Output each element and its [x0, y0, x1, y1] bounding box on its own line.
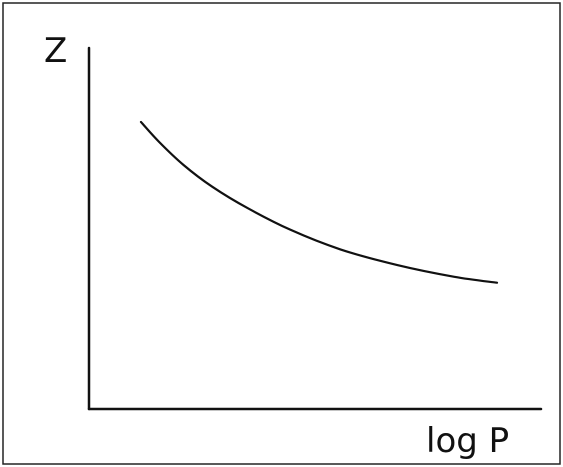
data-series-line	[139, 120, 499, 284]
x-axis-label: log P	[426, 421, 509, 461]
y-axis-label: Z	[44, 31, 67, 71]
